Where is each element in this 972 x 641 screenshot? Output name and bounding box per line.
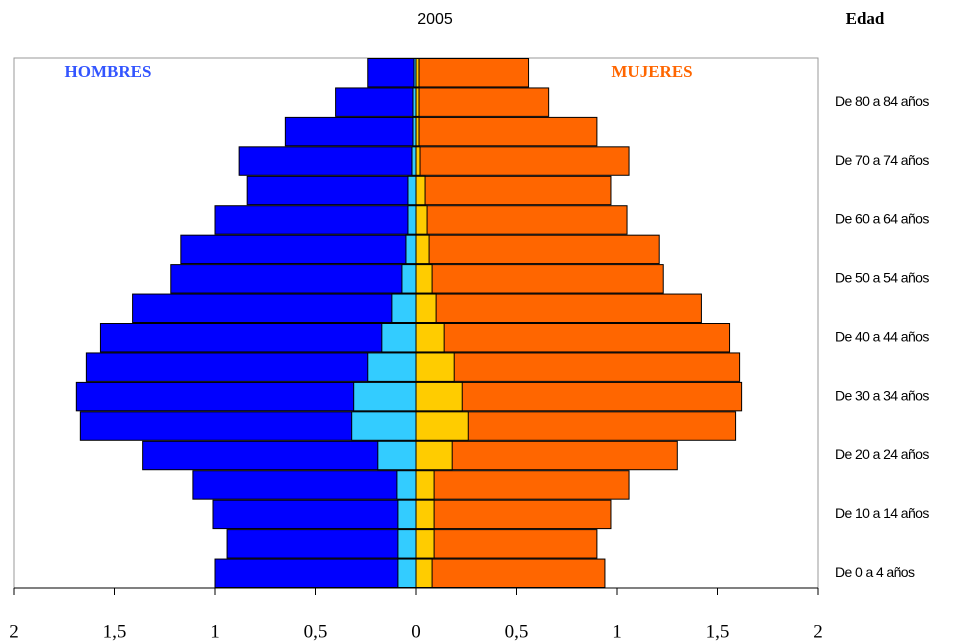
bar [415,264,433,294]
x-tick-label: 2 [813,621,823,641]
bar [367,352,417,382]
bar [415,558,606,588]
bar [415,529,435,559]
bar [381,323,417,353]
bar [226,529,417,559]
bar [335,87,417,117]
bar [415,499,435,530]
series-label: MUJERES [611,62,692,81]
bar [415,381,743,412]
bar [246,175,417,206]
bar [377,440,417,471]
bar [415,352,741,382]
bar [391,293,417,323]
y-tick-label: De 30 a 34 años [835,387,929,403]
axis-title: Edad [846,9,885,28]
bar [415,205,428,235]
bar [415,87,420,117]
bar [397,529,417,559]
bar [397,558,417,588]
bar [415,440,453,471]
bar [351,411,417,441]
y-tick-label: De 40 a 44 años [835,328,929,344]
bar [415,146,630,176]
bar [415,116,598,147]
bar [212,499,417,530]
x-tick-label: 0,5 [304,621,328,641]
x-tick-label: 1 [210,621,220,641]
bar [405,234,417,265]
bar [214,205,417,235]
bar [415,440,678,471]
bar [415,529,598,559]
x-tick-label: 1 [612,621,622,641]
bar [415,352,455,382]
bar [180,234,417,265]
bar [415,116,420,147]
bar [411,146,417,176]
bar [99,323,417,353]
x-tick-label: 0 [411,621,421,641]
bar [192,470,417,500]
bar [415,470,435,500]
x-tick-label: 1,5 [706,621,730,641]
bar [353,381,417,412]
y-tick-label: De 60 a 64 años [835,211,929,227]
bar [142,440,417,471]
x-tick-label: 2 [9,621,19,641]
bar [284,116,417,147]
bar [415,323,731,353]
bar [367,58,417,88]
bar [415,381,463,412]
bar [407,205,417,235]
y-tick-label: De 0 a 4 años [835,564,915,580]
bar [407,175,417,206]
bar [396,470,417,500]
bar [415,499,612,530]
bar [415,558,433,588]
chart-title: 2005 [417,11,453,28]
bar [415,234,430,265]
bar [85,352,417,382]
bar [170,264,417,294]
bar [415,234,660,265]
bar [415,58,530,88]
x-tick-label: 0,5 [505,621,529,641]
bar [415,58,420,88]
y-tick-label: De 70 a 74 años [835,152,929,168]
series-label: HOMBRES [65,62,152,81]
bar [132,293,417,323]
bar [415,146,421,176]
bar [415,205,628,235]
bar [397,499,417,530]
x-tick-label: 1,5 [103,621,127,641]
y-tick-label: De 20 a 24 años [835,446,929,462]
bar [415,293,702,323]
y-tick-label: De 50 a 54 años [835,270,929,286]
bar [415,323,445,353]
bar [415,470,630,500]
bar [415,175,426,206]
bar [401,264,417,294]
bar [415,293,437,323]
bar [415,264,664,294]
bar [415,411,469,441]
bar [415,87,550,117]
bar [415,175,612,206]
y-tick-label: De 10 a 14 años [835,505,929,521]
bar [238,146,417,176]
y-tick-label: De 80 a 84 años [835,93,929,109]
bar [214,558,417,588]
